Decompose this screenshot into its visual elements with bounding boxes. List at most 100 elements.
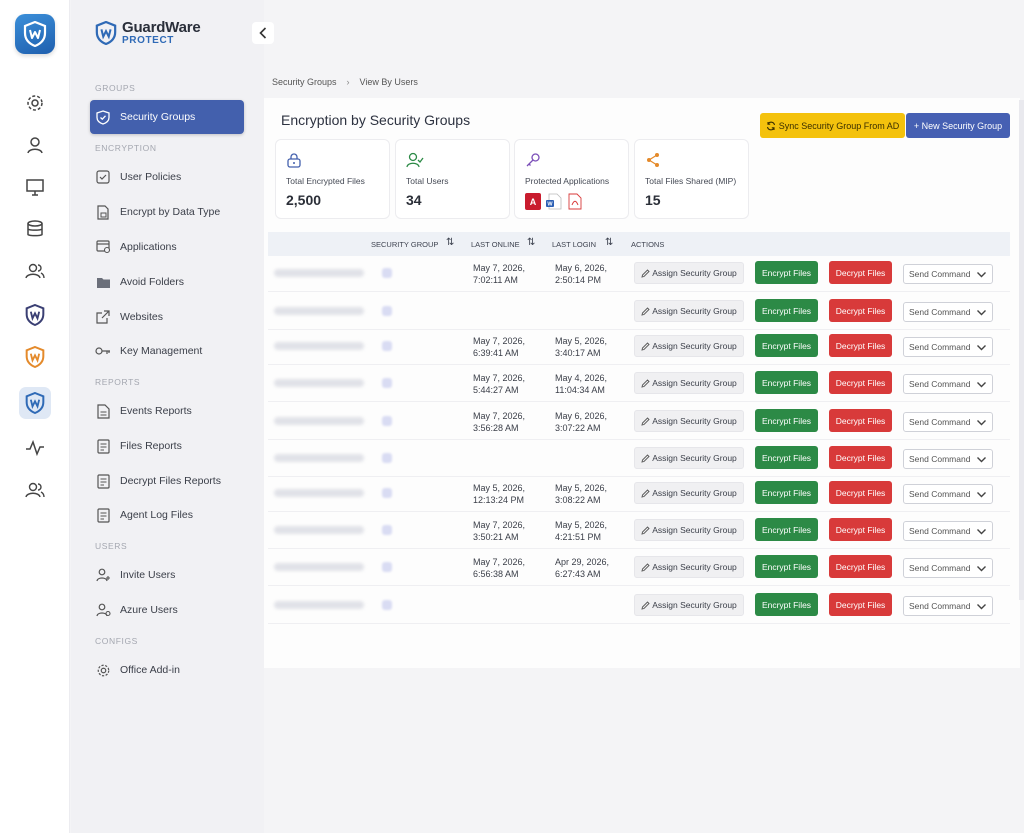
col-last-online[interactable]: LAST ONLINE <box>471 240 520 249</box>
security-group-redacted[interactable] <box>382 488 392 498</box>
security-group-redacted[interactable] <box>382 268 392 278</box>
security-group-redacted[interactable] <box>382 600 392 610</box>
user-icon[interactable] <box>20 130 50 160</box>
user-email-redacted[interactable] <box>274 417 364 425</box>
sidebar-item-websites[interactable]: Websites <box>90 300 244 334</box>
guardware-dark-icon[interactable] <box>20 300 50 330</box>
send-command-dropdown[interactable]: Send Command <box>903 521 993 541</box>
scrollbar[interactable] <box>1019 100 1024 600</box>
sidebar-item-invite-users[interactable]: Invite Users <box>90 558 244 592</box>
encrypt-files-button[interactable]: Encrypt Files <box>755 555 818 578</box>
user-email-redacted[interactable] <box>274 489 364 497</box>
decrypt-files-button[interactable]: Decrypt Files <box>829 555 892 578</box>
user-email-redacted[interactable] <box>274 379 364 387</box>
security-group-redacted[interactable] <box>382 525 392 535</box>
new-security-group-button[interactable]: + New Security Group <box>906 113 1010 138</box>
decrypt-files-button[interactable]: Decrypt Files <box>829 334 892 357</box>
decrypt-files-button[interactable]: Decrypt Files <box>829 299 892 322</box>
send-command-dropdown[interactable]: Send Command <box>903 302 993 322</box>
decrypt-files-button[interactable]: Decrypt Files <box>829 481 892 504</box>
assign-security-group-button[interactable]: Assign Security Group <box>634 372 744 394</box>
send-command-dropdown[interactable]: Send Command <box>903 558 993 578</box>
sidebar-item-security-groups[interactable]: Security Groups <box>90 100 244 134</box>
team-icon[interactable] <box>20 475 50 505</box>
gear-icon[interactable] <box>20 88 50 118</box>
encrypt-files-button[interactable]: Encrypt Files <box>755 261 818 284</box>
list-doc-icon <box>95 507 111 523</box>
monitor-icon[interactable] <box>20 172 50 202</box>
user-email-redacted[interactable] <box>274 601 364 609</box>
sort-icon[interactable]: ⇅ <box>446 237 455 248</box>
encrypt-files-button[interactable]: Encrypt Files <box>755 593 818 616</box>
assign-security-group-button[interactable]: Assign Security Group <box>634 410 744 432</box>
send-command-dropdown[interactable]: Send Command <box>903 337 993 357</box>
collapse-sidebar-button[interactable] <box>252 22 274 44</box>
send-command-dropdown[interactable]: Send Command <box>903 449 993 469</box>
decrypt-files-button[interactable]: Decrypt Files <box>829 261 892 284</box>
assign-security-group-button[interactable]: Assign Security Group <box>634 447 744 469</box>
decrypt-files-button[interactable]: Decrypt Files <box>829 409 892 432</box>
sync-ad-button[interactable]: Sync Security Group From AD <box>760 113 905 138</box>
sidebar-item-files-reports[interactable]: Files Reports <box>90 429 244 463</box>
encrypt-files-button[interactable]: Encrypt Files <box>755 409 818 432</box>
brand-logo[interactable]: GuardWare PROTECT <box>95 20 201 46</box>
decrypt-files-button[interactable]: Decrypt Files <box>829 518 892 541</box>
sidebar-item-encrypt-by-data-type[interactable]: Encrypt by Data Type <box>90 195 244 229</box>
activity-icon[interactable] <box>20 433 50 463</box>
user-email-redacted[interactable] <box>274 269 364 277</box>
user-email-redacted[interactable] <box>274 307 364 315</box>
sidebar-item-agent-log-files[interactable]: Agent Log Files <box>90 498 244 532</box>
decrypt-files-button[interactable]: Decrypt Files <box>829 446 892 469</box>
sort-icon[interactable]: ⇅ <box>605 237 614 248</box>
sidebar-item-azure-users[interactable]: Azure Users <box>90 593 244 627</box>
assign-security-group-button[interactable]: Assign Security Group <box>634 519 744 541</box>
security-group-redacted[interactable] <box>382 562 392 572</box>
security-group-redacted[interactable] <box>382 453 392 463</box>
assign-security-group-button[interactable]: Assign Security Group <box>634 262 744 284</box>
last-login-date: May 6, 2026, <box>555 263 608 273</box>
user-email-redacted[interactable] <box>274 454 364 462</box>
database-icon[interactable] <box>20 214 50 244</box>
user-email-redacted[interactable] <box>274 342 364 350</box>
assign-security-group-button[interactable]: Assign Security Group <box>634 556 744 578</box>
security-group-redacted[interactable] <box>382 341 392 351</box>
sidebar-item-applications[interactable]: Applications <box>90 230 244 264</box>
col-security-group[interactable]: SECURITY GROUP <box>371 240 439 249</box>
sidebar-item-decrypt-files-reports[interactable]: Decrypt Files Reports <box>90 464 244 498</box>
send-command-dropdown[interactable]: Send Command <box>903 374 993 394</box>
guardware-active-icon[interactable] <box>19 387 51 419</box>
sidebar-item-events-reports[interactable]: Events Reports <box>90 394 244 428</box>
assign-security-group-button[interactable]: Assign Security Group <box>634 300 744 322</box>
send-command-dropdown[interactable]: Send Command <box>903 596 993 616</box>
user-email-redacted[interactable] <box>274 563 364 571</box>
security-group-redacted[interactable] <box>382 306 392 316</box>
sidebar-item-office-add-in[interactable]: Office Add-in <box>90 653 244 687</box>
assign-security-group-button[interactable]: Assign Security Group <box>634 335 744 357</box>
send-command-dropdown[interactable]: Send Command <box>903 412 993 432</box>
breadcrumb: Security Groups › View By Users <box>264 68 1020 96</box>
guardware-logo-icon[interactable] <box>15 14 55 54</box>
col-last-login[interactable]: LAST LOGIN <box>552 240 597 249</box>
decrypt-files-button[interactable]: Decrypt Files <box>829 371 892 394</box>
sort-icon[interactable]: ⇅ <box>527 237 536 248</box>
encrypt-files-button[interactable]: Encrypt Files <box>755 334 818 357</box>
users-icon[interactable] <box>20 256 50 286</box>
send-command-dropdown[interactable]: Send Command <box>903 264 993 284</box>
encrypt-files-button[interactable]: Encrypt Files <box>755 518 818 541</box>
sidebar-item-avoid-folders[interactable]: Avoid Folders <box>90 265 244 299</box>
send-command-dropdown[interactable]: Send Command <box>903 484 993 504</box>
encrypt-files-button[interactable]: Encrypt Files <box>755 299 818 322</box>
encrypt-files-button[interactable]: Encrypt Files <box>755 481 818 504</box>
decrypt-files-button[interactable]: Decrypt Files <box>829 593 892 616</box>
guardware-orange-icon[interactable] <box>20 342 50 372</box>
breadcrumb-parent[interactable]: Security Groups <box>272 77 337 87</box>
assign-security-group-button[interactable]: Assign Security Group <box>634 594 744 616</box>
sidebar-item-key-management[interactable]: Key Management <box>90 334 244 368</box>
encrypt-files-button[interactable]: Encrypt Files <box>755 446 818 469</box>
user-email-redacted[interactable] <box>274 526 364 534</box>
encrypt-files-button[interactable]: Encrypt Files <box>755 371 818 394</box>
sidebar-item-user-policies[interactable]: User Policies <box>90 160 244 194</box>
security-group-redacted[interactable] <box>382 416 392 426</box>
security-group-redacted[interactable] <box>382 378 392 388</box>
assign-security-group-button[interactable]: Assign Security Group <box>634 482 744 504</box>
